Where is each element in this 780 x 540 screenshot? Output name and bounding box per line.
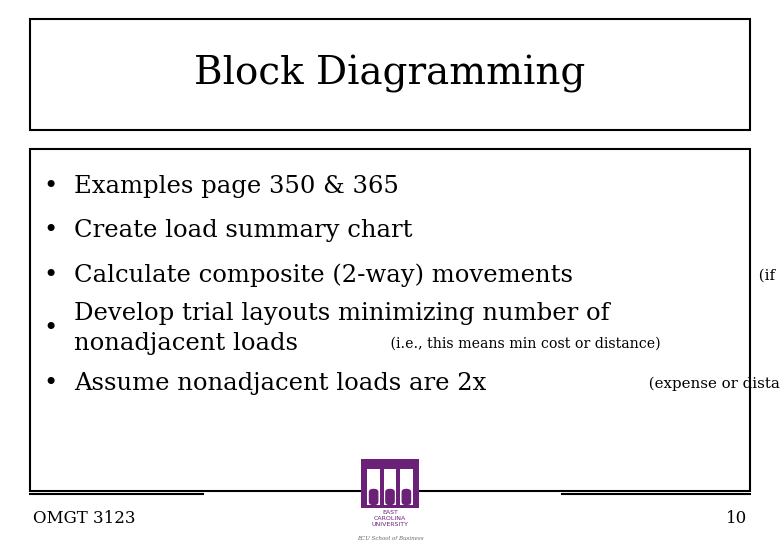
Bar — [367, 469, 380, 505]
Text: •: • — [44, 219, 58, 242]
Text: (i.e., this means min cost or distance): (i.e., this means min cost or distance) — [386, 336, 661, 350]
Text: OMGT 3123: OMGT 3123 — [33, 510, 135, 527]
FancyBboxPatch shape — [385, 489, 395, 505]
Text: ECU School of Business: ECU School of Business — [356, 536, 424, 540]
Text: •: • — [44, 264, 58, 287]
FancyBboxPatch shape — [369, 489, 378, 505]
Text: Assume nonadjacent loads are 2x: Assume nonadjacent loads are 2x — [74, 372, 487, 395]
Text: Calculate composite (2-way) movements (if necessary): Calculate composite (2-way) movements (i… — [74, 264, 747, 287]
Text: (expense or distance): (expense or distance) — [644, 376, 780, 390]
FancyBboxPatch shape — [402, 489, 411, 505]
Text: Develop trial layouts minimizing number of: Develop trial layouts minimizing number … — [74, 302, 610, 325]
Text: •: • — [44, 317, 58, 340]
Bar — [384, 469, 396, 505]
FancyBboxPatch shape — [30, 19, 750, 130]
Text: Assume nonadjacent loads are 2x (expense or distance): Assume nonadjacent loads are 2x (expense… — [74, 372, 759, 395]
Bar — [360, 459, 420, 508]
Text: EAST
CAROLINA
UNIVERSITY: EAST CAROLINA UNIVERSITY — [371, 510, 409, 527]
Text: nonadjacent loads: nonadjacent loads — [74, 332, 298, 355]
Text: •: • — [44, 372, 58, 395]
Text: Block Diagramming: Block Diagramming — [194, 55, 586, 93]
Text: Calculate composite (2-way) movements: Calculate composite (2-way) movements — [74, 264, 573, 287]
FancyBboxPatch shape — [30, 148, 750, 491]
Text: 10: 10 — [726, 510, 747, 527]
Text: •: • — [44, 175, 58, 198]
Bar — [400, 469, 413, 505]
Text: Create load summary chart: Create load summary chart — [74, 219, 413, 242]
Text: Examples page 350 & 365: Examples page 350 & 365 — [74, 175, 399, 198]
Text: (if necessary): (if necessary) — [754, 268, 780, 282]
